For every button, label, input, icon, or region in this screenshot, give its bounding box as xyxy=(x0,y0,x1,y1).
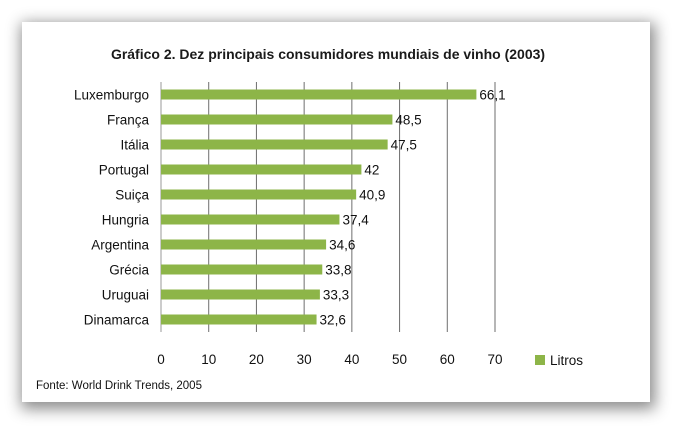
category-label: Itália xyxy=(120,138,149,153)
data-label: 33,8 xyxy=(325,263,351,278)
category-label: Luxemburgo xyxy=(74,88,149,103)
tick-label: 50 xyxy=(392,352,407,367)
tick-label: 60 xyxy=(440,352,455,367)
data-label: 48,5 xyxy=(395,113,421,128)
source-note: Fonte: World Drink Trends, 2005 xyxy=(36,380,202,392)
bar xyxy=(161,289,320,300)
bar xyxy=(161,214,340,225)
data-label: 33,3 xyxy=(323,288,349,303)
x-axis-ticks: 0 10 20 30 40 50 60 70 xyxy=(157,352,502,367)
data-label: 34,6 xyxy=(329,238,355,253)
tick-label: 40 xyxy=(344,352,359,367)
bar xyxy=(161,164,362,175)
tick-label: 30 xyxy=(297,352,312,367)
category-label: Grécia xyxy=(109,263,149,278)
bar xyxy=(161,264,323,275)
data-label: 37,4 xyxy=(342,213,369,228)
category-label: Portugal xyxy=(99,163,149,178)
bars: 66,1 48,5 47,5 42 40,9 37,4 34,6 33,8 33,3 32,6 xyxy=(161,88,506,328)
data-label: 42 xyxy=(364,163,379,178)
category-label: Argentina xyxy=(91,238,149,253)
bar xyxy=(161,114,393,125)
tick-label: 0 xyxy=(157,352,165,367)
category-labels: Luxemburgo França Itália Portugal Suiça Hungr… xyxy=(74,88,150,328)
bar xyxy=(161,239,327,250)
bar xyxy=(161,314,317,325)
bar xyxy=(161,89,477,100)
legend-label: Litros xyxy=(550,353,583,368)
bar xyxy=(161,189,357,200)
category-label: Dinamarca xyxy=(84,313,150,328)
tick-label: 70 xyxy=(487,352,502,367)
data-label: 47,5 xyxy=(391,138,417,153)
chart-title: Gráfico 2. Dez principais consumidores m… xyxy=(111,46,545,62)
data-label: 66,1 xyxy=(479,88,505,103)
data-label: 32,6 xyxy=(320,313,346,328)
category-label: França xyxy=(107,113,150,128)
category-label: Hungria xyxy=(102,213,150,228)
legend-swatch xyxy=(535,355,545,365)
tick-label: 20 xyxy=(249,352,264,367)
bar-chart: Gráfico 2. Dez principais consumidores m… xyxy=(36,46,583,392)
category-label: Suiça xyxy=(115,188,149,203)
data-label: 40,9 xyxy=(359,188,385,203)
tick-label: 10 xyxy=(201,352,216,367)
category-label: Uruguai xyxy=(102,288,149,303)
legend: Litros xyxy=(535,353,583,368)
bar xyxy=(161,139,388,150)
chart-frame: Gráfico 2. Dez principais consumidores m… xyxy=(22,22,650,402)
